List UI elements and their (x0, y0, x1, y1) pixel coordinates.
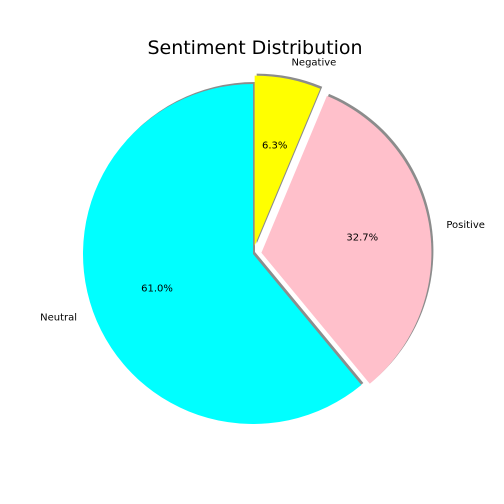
chart-title: Sentiment Distribution (147, 37, 362, 59)
slice-percent-negative: 6.3% (262, 141, 287, 152)
slice-percent-positive: 32.7% (346, 233, 378, 244)
slice-layer (83, 75, 432, 424)
slice-percent-neutral: 61.0% (141, 284, 173, 295)
slice-label-negative: Negative (291, 57, 336, 68)
slice-label-positive: Positive (446, 220, 485, 231)
pie-slice-negative (254, 75, 321, 246)
pie-slice-positive (261, 95, 432, 384)
label-layer: Neutral 61.0% Positive 32.7% Negative 6.3% (40, 57, 485, 323)
slice-label-neutral: Neutral (40, 312, 77, 323)
pie-slice-neutral (83, 84, 362, 424)
